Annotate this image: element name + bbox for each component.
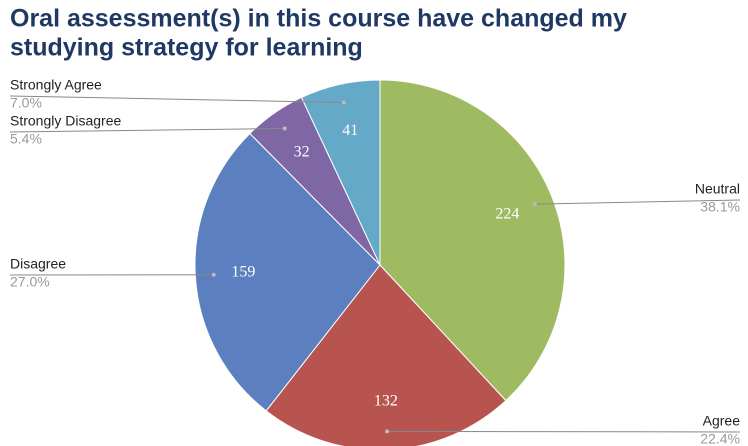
pie-slice xyxy=(194,132,381,412)
slice-value-label: 159 xyxy=(231,264,255,281)
slice-value-label: 32 xyxy=(294,143,310,160)
legend-label: Strongly Disagree xyxy=(10,113,121,129)
slice-value-label: 132 xyxy=(374,392,398,409)
chart-title: studying strategy for learning xyxy=(10,34,363,62)
legend-label: Agree xyxy=(703,413,741,429)
pie-slice xyxy=(379,79,566,402)
percent-label: 7.0% xyxy=(10,95,42,111)
legend-label: Disagree xyxy=(10,256,66,272)
leader-line xyxy=(387,430,741,433)
leader-dot xyxy=(211,272,216,277)
leader-dot xyxy=(341,100,346,105)
slice-value-label: 41 xyxy=(342,122,358,139)
legend-label: Neutral xyxy=(695,181,740,197)
legend-label: Strongly Agree xyxy=(10,77,102,93)
percent-label: 27.0% xyxy=(10,274,50,290)
leader-line xyxy=(534,199,741,205)
percent-label: 38.1% xyxy=(700,199,740,215)
percent-label: 22.4% xyxy=(700,431,740,446)
leader-line xyxy=(9,95,344,103)
pie-slice xyxy=(300,79,381,266)
leader-dot xyxy=(532,202,537,207)
slice-value-label: 224 xyxy=(495,206,519,223)
chart-title: Oral assessment(s) in this course have c… xyxy=(10,5,627,33)
leader-line xyxy=(9,127,285,133)
leader-dot xyxy=(385,429,390,434)
percent-label: 5.4% xyxy=(10,131,42,147)
pie-slice xyxy=(265,264,507,446)
leader-dot xyxy=(282,126,287,131)
